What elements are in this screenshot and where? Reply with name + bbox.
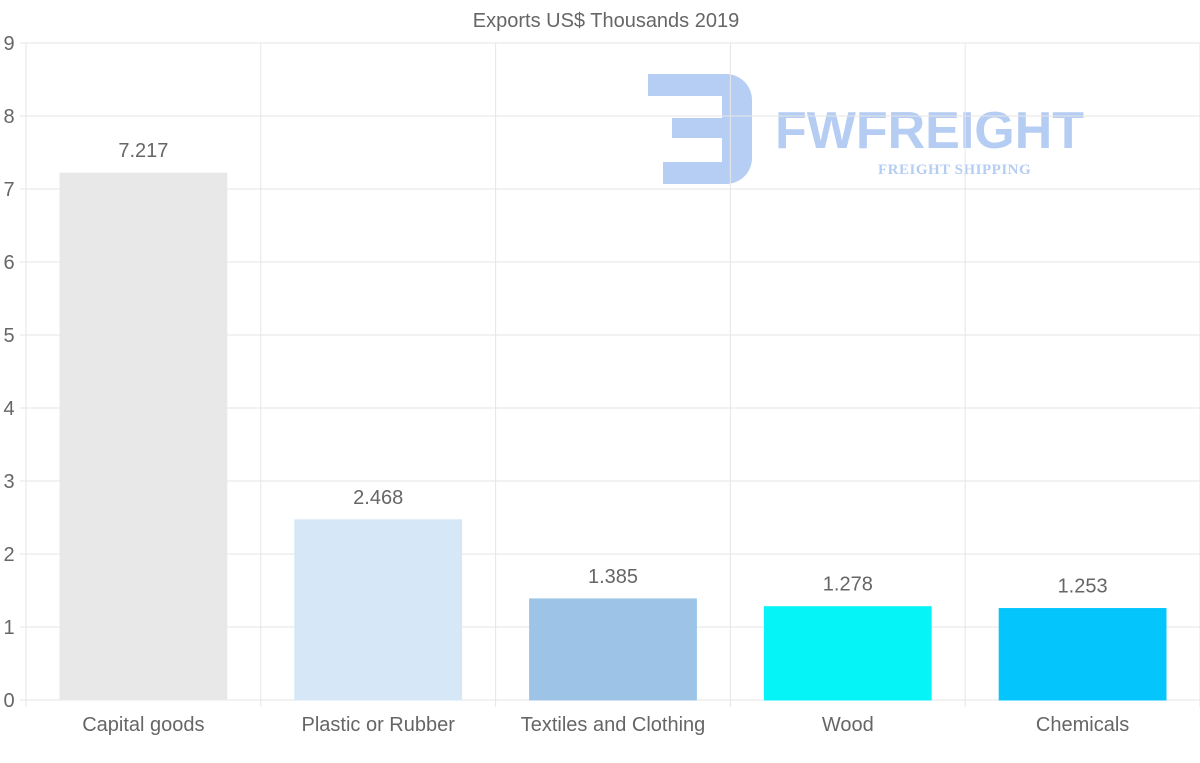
bar-value-label: 1.278 [823, 574, 873, 596]
watermark-brand: FWFREIGHT [775, 102, 1084, 160]
watermark-logo: FWFREIGHT FREIGHT SHIPPING [648, 74, 1084, 184]
bar [763, 606, 932, 701]
y-tick-label: 8 [3, 106, 14, 128]
y-tick-label: 2 [3, 544, 14, 566]
bar-value-label: 1.253 [1058, 576, 1108, 598]
value-labels: 7.217 2.468 1.385 1.278 1.253 [118, 140, 1107, 597]
bar [529, 598, 697, 701]
y-tick-label: 4 [3, 398, 14, 420]
bar-value-label: 1.385 [588, 566, 638, 588]
x-tick-label: Plastic or Rubber [301, 714, 455, 736]
bar-value-label: 2.468 [353, 487, 403, 509]
bar-value-label: 7.217 [118, 140, 168, 162]
x-tick-label: Wood [822, 714, 874, 736]
x-tick-label: Chemicals [1036, 714, 1129, 736]
y-axis: 0 1 2 3 4 5 6 7 8 9 [3, 33, 14, 712]
watermark-tagline: FREIGHT SHIPPING [878, 162, 1031, 178]
bar [998, 608, 1167, 701]
y-tick-label: 1 [3, 617, 14, 639]
x-axis: Capital goods Plastic or Rubber Textiles a… [82, 714, 1129, 736]
bar [59, 172, 228, 701]
x-tick-label: Textiles and Clothing [521, 714, 706, 736]
x-tick-label: Capital goods [82, 714, 204, 736]
y-tick-label: 3 [3, 471, 14, 493]
watermark-logo-mark-icon [648, 74, 752, 184]
y-tick-label: 9 [3, 33, 14, 55]
bars [59, 172, 1167, 701]
y-tick-label: 7 [3, 179, 14, 201]
chart-title: Exports US$ Thousands 2019 [473, 10, 739, 32]
y-tick-label: 5 [3, 325, 14, 347]
y-tick-label: 0 [3, 690, 14, 712]
y-tick-label: 6 [3, 252, 14, 274]
bar [294, 519, 463, 701]
